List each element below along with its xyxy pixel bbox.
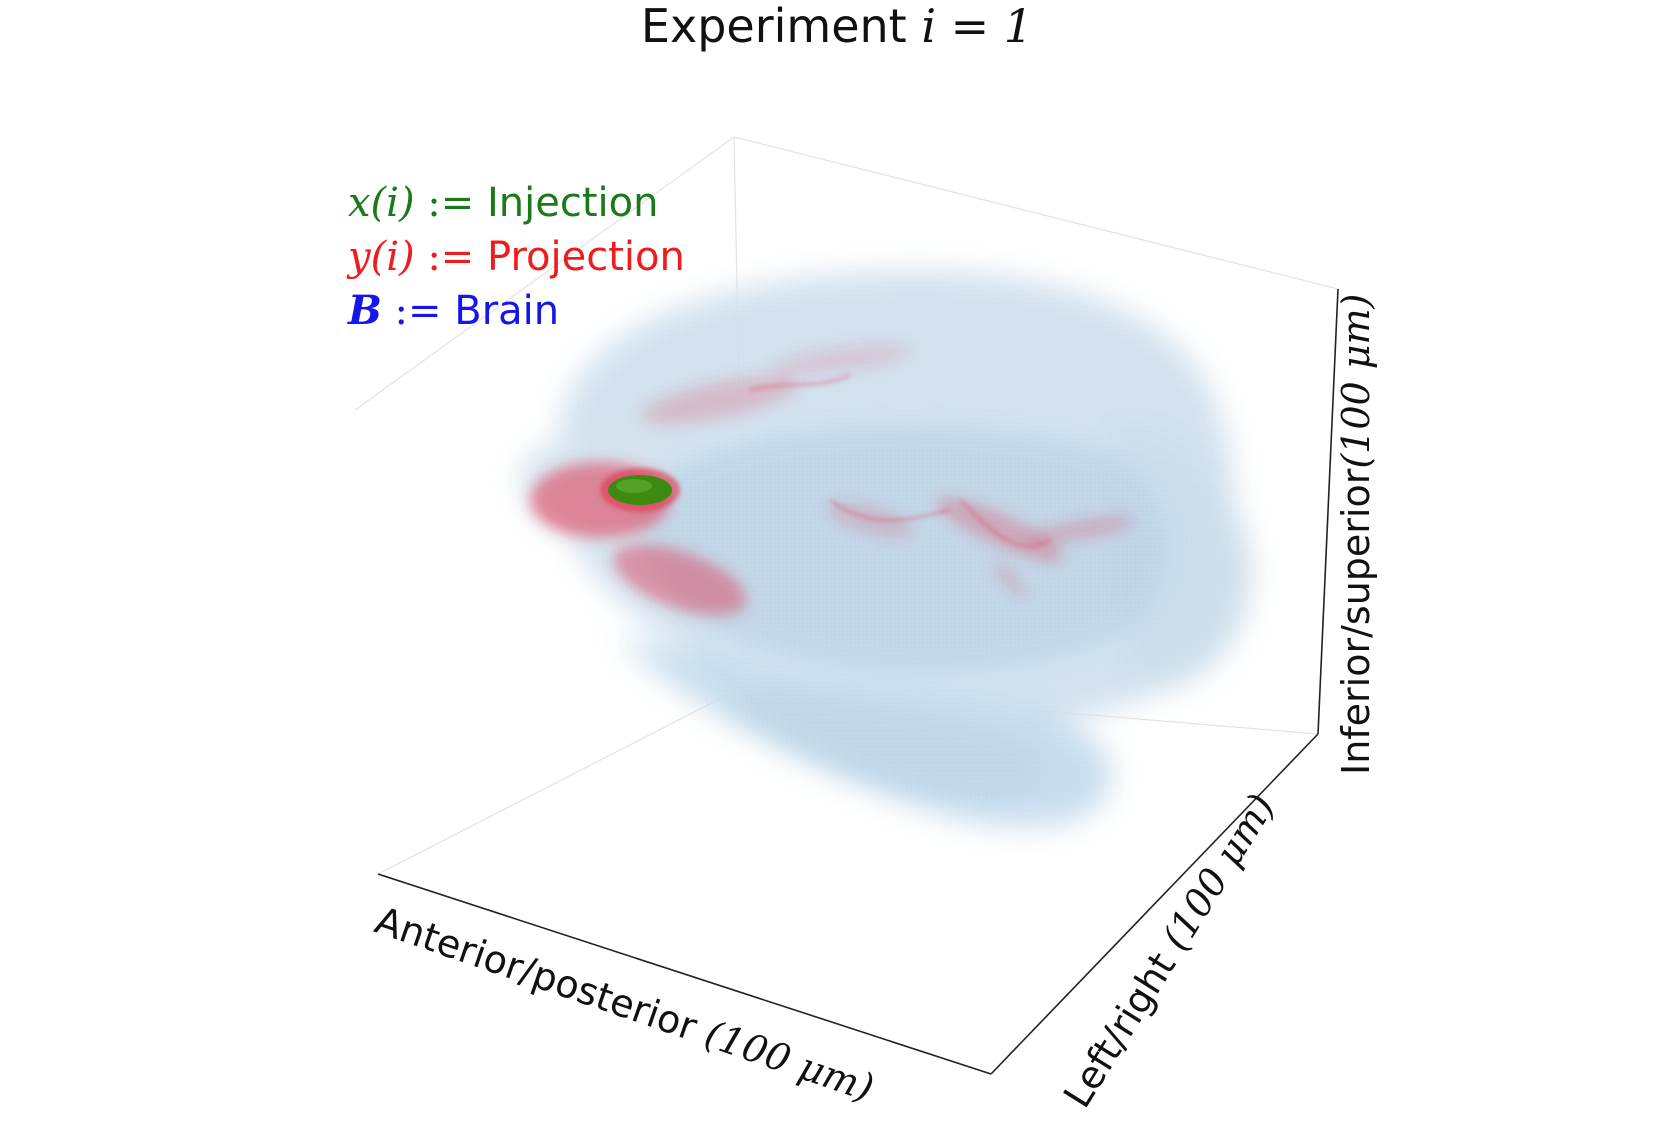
legend-text-projection: Projection [487,234,685,280]
axes [377,288,1339,1075]
title-prefix: Experiment [640,0,922,53]
legend: x(i) := Injection y(i) := Projection B :… [348,176,685,338]
legend-symbol-brain: B [348,287,382,334]
legend-text-injection: Injection [487,180,659,226]
legend-operator-projection: := [427,234,475,280]
legend-item-injection: x(i) := Injection [348,176,685,230]
injection-highlight [616,479,652,493]
legend-operator-brain: := [394,288,442,334]
axis-inferior-superior [1317,288,1339,735]
projection-blob-tail [992,560,1028,600]
injection-volume [600,468,680,512]
axis-anterior-posterior [377,873,992,1075]
legend-operator-injection: := [427,180,475,226]
title-math: i = 1 [921,0,1034,53]
projection-blob-lower [613,544,747,616]
axis-label-is-text: Inferior/superior [1334,468,1378,775]
projection-streak-3 [749,373,851,392]
axis-left-right [990,733,1319,1075]
projection-streak-1 [829,498,951,522]
chart-title: Experiment i = 1 [0,0,1674,52]
axis-label-inferior-superior: Inferior/superior(100 μm) [1334,294,1378,775]
legend-item-projection: y(i) := Projection [348,230,685,284]
projection-blob-top [770,344,910,376]
projection-blob-far-right [1025,516,1135,544]
legend-text-brain: Brain [454,288,560,334]
legend-symbol-injection: x(i) [348,180,415,226]
axis-label-is-unit: (100 μm) [1334,293,1378,469]
legend-symbol-projection: y(i) [348,234,415,280]
projection-streak-2 [958,498,1051,548]
legend-item-brain: B := Brain [348,284,685,338]
